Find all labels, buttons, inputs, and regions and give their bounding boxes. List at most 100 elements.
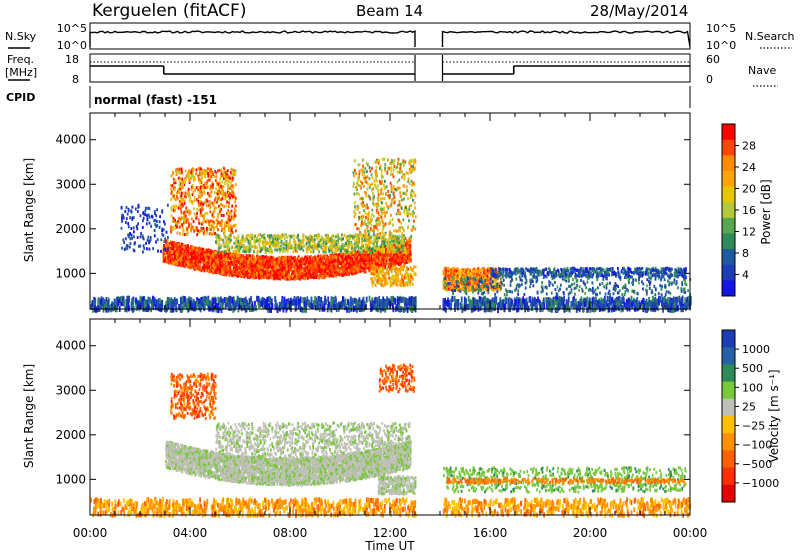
scatter-cell <box>341 256 343 259</box>
scatter-cell <box>347 266 349 269</box>
scatter-cell <box>238 266 240 269</box>
scatter-cell <box>185 245 187 248</box>
scatter-cell <box>244 260 246 263</box>
scatter-cell <box>195 247 197 250</box>
scatter-cell <box>322 256 324 259</box>
scatter-cell <box>167 239 169 242</box>
scatter-cell <box>325 265 327 268</box>
scatter-cell <box>371 265 373 268</box>
scatter-cell <box>218 271 220 274</box>
scatter-cell <box>247 261 249 264</box>
scatter-cell <box>163 244 165 247</box>
scatter-cell <box>256 273 258 276</box>
scatter-cell <box>204 254 206 257</box>
scatter-cell <box>380 257 382 260</box>
scatter-cell <box>341 269 343 272</box>
scatter-cell <box>246 257 248 260</box>
scatter-cell <box>295 272 297 275</box>
scatter-cell <box>348 263 350 266</box>
scatter-cell <box>278 277 280 280</box>
scatter-cell <box>307 266 309 269</box>
nave-tick-bottom: 0 <box>706 73 713 86</box>
scatter-cell <box>327 267 329 270</box>
scatter-cell <box>276 257 278 260</box>
scatter-cell <box>289 256 291 259</box>
scatter-cell <box>317 255 319 258</box>
scatter-cell <box>255 276 257 279</box>
scatter-cell <box>240 269 242 272</box>
scatter-cell <box>370 261 372 264</box>
scatter-cell <box>353 262 355 265</box>
scatter-cell <box>205 269 207 272</box>
scatter-cell <box>301 276 303 279</box>
scatter-cell <box>203 259 205 262</box>
scatter-cell <box>307 257 309 260</box>
scatter-cell <box>267 268 269 271</box>
scatter-cell <box>187 250 189 253</box>
scatter-cell <box>285 261 287 264</box>
scatter-cell <box>318 277 320 280</box>
scatter-cell <box>265 273 267 276</box>
scatter-cell <box>193 251 195 254</box>
scatter-cell <box>221 262 223 265</box>
scatter-cell <box>323 266 325 269</box>
scatter-cell <box>229 257 231 260</box>
nsky-tick-top: 10^5 <box>57 22 87 35</box>
scatter-cell <box>329 274 331 277</box>
scatter-cell <box>261 275 263 278</box>
freq-gap <box>415 55 443 81</box>
scatter-cell <box>181 243 183 246</box>
scatter-cell <box>327 272 329 275</box>
scatter-cell <box>325 275 327 278</box>
scatter-cell <box>262 270 264 273</box>
scatter-cell <box>388 254 390 257</box>
scatter-cell <box>335 273 337 276</box>
scatter-cell <box>183 253 185 256</box>
scatter-cell <box>224 273 226 276</box>
scatter-cell <box>358 270 360 273</box>
scatter-cell <box>398 263 400 266</box>
scatter-cell <box>311 264 313 267</box>
scatter-cell <box>355 258 357 261</box>
scatter-cell <box>338 267 340 270</box>
scatter-cell <box>379 261 381 264</box>
scatter-cell <box>309 269 311 272</box>
scatter-cell <box>232 258 234 261</box>
scatter-cell <box>386 257 388 260</box>
scatter-cell <box>268 277 270 280</box>
scatter-cell <box>181 257 183 260</box>
scatter-cell <box>276 261 278 264</box>
scatter-cell <box>196 260 198 263</box>
scatter-cell <box>256 261 258 264</box>
scatter-cell <box>247 270 249 273</box>
scatter-cell <box>408 242 410 245</box>
scatter-cell <box>198 247 200 250</box>
scatter-cell <box>318 269 320 272</box>
scatter-cell <box>303 258 305 261</box>
nsky-trace <box>90 31 690 47</box>
scatter-cell <box>208 266 210 269</box>
scatter-cell <box>344 258 346 261</box>
scatter-cell <box>403 256 405 259</box>
freq-label-line1: Freq. <box>7 53 34 66</box>
scatter-cell <box>227 259 229 262</box>
scatter-cell <box>276 276 278 279</box>
scatter-cell <box>207 261 209 264</box>
scatter-cell <box>371 258 373 261</box>
scatter-cell <box>316 268 318 271</box>
scatter-cell <box>193 256 195 259</box>
scatter-cell <box>337 263 339 266</box>
scatter-cell <box>320 265 322 268</box>
scatter-cell <box>224 269 226 272</box>
scatter-cell <box>260 272 262 275</box>
scatter-cell <box>251 263 253 266</box>
scatter-cell <box>201 252 203 255</box>
scatter-cell <box>395 259 397 262</box>
scatter-cell <box>182 264 184 267</box>
scatter-cell <box>177 259 179 262</box>
scatter-cell <box>284 267 286 270</box>
scatter-cell <box>261 266 263 269</box>
scatter-cell <box>285 277 287 280</box>
power-heatmap <box>91 158 692 313</box>
scatter-cell <box>263 276 265 279</box>
